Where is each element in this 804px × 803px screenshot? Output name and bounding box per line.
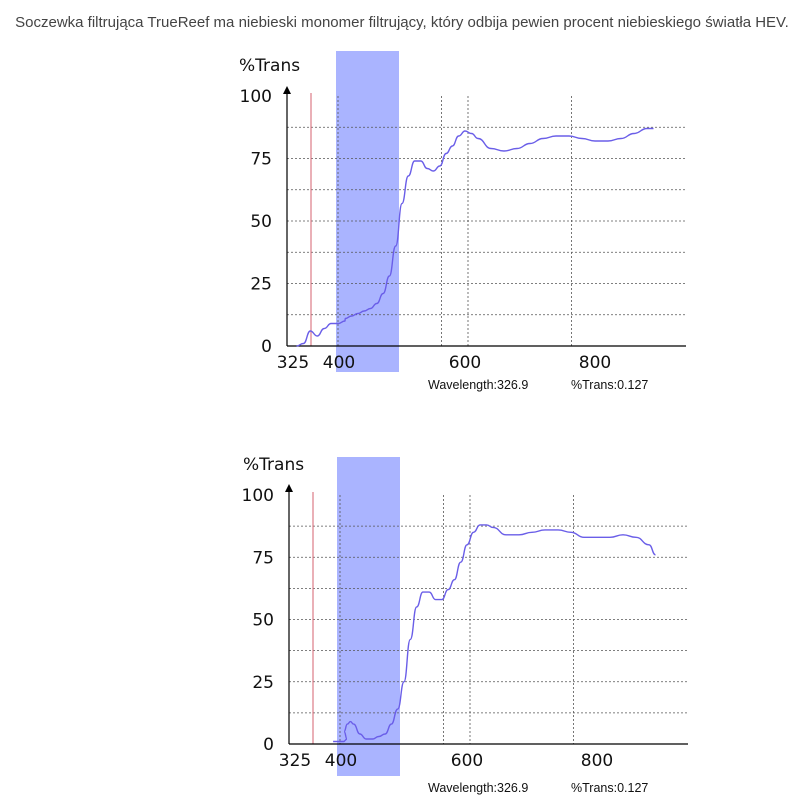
y-tick-label: 75	[250, 150, 272, 170]
x-tick-label: 325	[279, 751, 311, 771]
blue-light-band	[337, 457, 400, 776]
transmission-curve	[333, 524, 656, 743]
x-tick-label: 325	[277, 353, 309, 373]
y-tick-label: 25	[252, 673, 274, 693]
y-axis-label: %Trans	[243, 455, 304, 475]
y-tick-label: 50	[252, 611, 274, 631]
y-axis-arrow	[283, 86, 291, 94]
x-tick-label: 600	[449, 353, 481, 373]
wavelength-readout: Wavelength:326.9	[428, 378, 528, 392]
y-tick-label: 25	[250, 275, 272, 295]
x-tick-label: 600	[451, 751, 483, 771]
x-tick-label: 400	[323, 353, 355, 373]
y-tick-label: 100	[240, 87, 272, 107]
transmission-curve	[296, 127, 654, 347]
y-axis-arrow	[285, 484, 293, 492]
figure-caption: Soczewka filtrująca TrueReef ma niebiesk…	[15, 14, 789, 31]
y-tick-label: 100	[242, 486, 274, 506]
transmission-chart-1: %Trans 0 25 50 75 100 325 400 600 800 Wavelength:3…	[239, 51, 686, 392]
x-tick-label: 800	[579, 353, 611, 373]
y-tick-label: 50	[250, 212, 272, 232]
y-tick-label: 0	[261, 337, 272, 357]
x-tick-label: 800	[581, 751, 613, 771]
trans-readout: %Trans:0.127	[571, 781, 648, 795]
trans-readout: %Trans:0.127	[571, 378, 648, 392]
x-tick-label: 400	[325, 751, 357, 771]
blue-light-band	[336, 51, 399, 372]
y-tick-label: 0	[263, 735, 274, 755]
wavelength-readout: Wavelength:326.9	[428, 781, 528, 795]
transmission-chart-2: %Trans 0 25 50 75 100 325 400 600 800 Wavelength:3…	[242, 455, 688, 795]
y-axis-label: %Trans	[239, 56, 300, 76]
y-tick-label: 75	[252, 548, 274, 568]
